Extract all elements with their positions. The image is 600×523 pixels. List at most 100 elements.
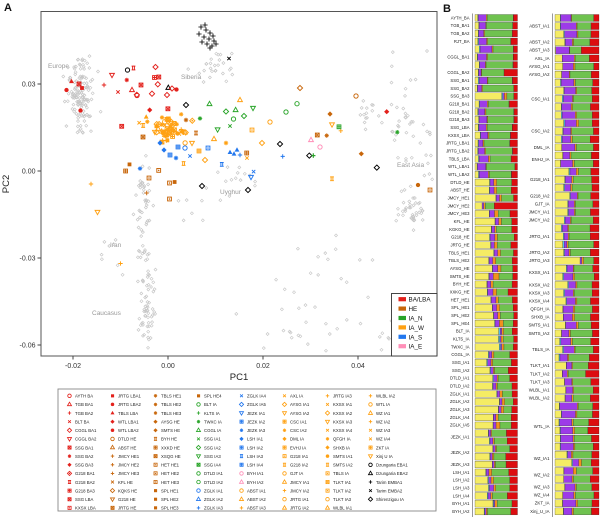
svg-text:Siberia: Siberia bbox=[181, 74, 202, 81]
svg-text:JEZK_IA1: JEZK_IA1 bbox=[451, 435, 471, 440]
svg-text:SMTS IA2: SMTS IA2 bbox=[333, 463, 353, 468]
svg-text:KXSX_IA3: KXSX_IA3 bbox=[529, 290, 550, 295]
svg-text:IA_E: IA_E bbox=[409, 344, 423, 351]
svg-text:JRTG HE: JRTG HE bbox=[118, 506, 136, 511]
svg-text:JMCY HE3: JMCY HE3 bbox=[118, 471, 140, 476]
svg-text:DTLD IA2: DTLD IA2 bbox=[204, 480, 223, 485]
svg-text:TLKT IA2: TLKT IA2 bbox=[333, 488, 352, 493]
svg-text:-0.06: -0.06 bbox=[20, 342, 36, 349]
svg-text:LSH_IA3: LSH_IA3 bbox=[453, 485, 470, 490]
svg-text:CGGL_BA1: CGGL_BA1 bbox=[447, 54, 470, 59]
svg-text:-0.02: -0.02 bbox=[65, 363, 81, 370]
svg-text:A: A bbox=[4, 2, 12, 14]
svg-text:JRTG IA3: JRTG IA3 bbox=[333, 394, 352, 399]
svg-text:SSG_BA3: SSG_BA3 bbox=[450, 94, 470, 99]
svg-text:HET HE1: HET HE1 bbox=[161, 463, 180, 468]
svg-text:AYSG IA1: AYSG IA1 bbox=[290, 402, 310, 407]
svg-text:WTL IA: WTL IA bbox=[376, 402, 390, 407]
svg-text:PC1: PC1 bbox=[230, 372, 248, 383]
svg-text:SPL HE2: SPL HE2 bbox=[161, 497, 179, 502]
svg-text:KXSX_IA2: KXSX_IA2 bbox=[529, 282, 550, 287]
svg-text:SHXB IA: SHXB IA bbox=[333, 445, 350, 450]
svg-text:Caucasus: Caucasus bbox=[92, 310, 122, 317]
svg-text:JRTG_LBA1: JRTG_LBA1 bbox=[446, 141, 470, 146]
svg-text:TGB BA2: TGB BA2 bbox=[75, 411, 94, 416]
svg-text:JEZK IA1: JEZK IA1 bbox=[247, 411, 266, 416]
svg-text:CSC IA2: CSC IA2 bbox=[290, 428, 307, 433]
svg-text:JRTG_IA3: JRTG_IA3 bbox=[529, 258, 550, 263]
svg-text:AYTH_BA: AYTH_BA bbox=[451, 15, 470, 20]
svg-text:G218 IA1: G218 IA1 bbox=[290, 454, 309, 459]
svg-text:SSG LBA: SSG LBA bbox=[75, 497, 94, 502]
svg-text:QFGH IA: QFGH IA bbox=[333, 437, 351, 442]
svg-text:KLTS_IA: KLTS_IA bbox=[453, 337, 470, 342]
svg-text:WZ IA3: WZ IA3 bbox=[376, 428, 391, 433]
svg-text:TLKT IA1: TLKT IA1 bbox=[333, 480, 352, 485]
svg-text:JMCY IA1: JMCY IA1 bbox=[290, 480, 310, 485]
svg-text:KFL HE: KFL HE bbox=[118, 480, 133, 485]
svg-text:ABST_IA1: ABST_IA1 bbox=[529, 24, 550, 29]
svg-text:ZKT_IA: ZKT_IA bbox=[535, 501, 550, 506]
svg-text:BYH IA1: BYH IA1 bbox=[247, 471, 264, 476]
svg-text:ABST_IA3: ABST_IA3 bbox=[529, 48, 550, 53]
svg-text:SSG IA1: SSG IA1 bbox=[204, 437, 221, 442]
svg-text:GJT_IA: GJT_IA bbox=[535, 201, 550, 206]
svg-text:JRTG_IA2: JRTG_IA2 bbox=[529, 250, 550, 255]
svg-text:AYSG_IA2: AYSG_IA2 bbox=[529, 72, 550, 77]
svg-text:BYH_IA1: BYH_IA1 bbox=[452, 501, 470, 506]
svg-text:ABST_IA2: ABST_IA2 bbox=[529, 40, 550, 45]
svg-text:CSC IA1: CSC IA1 bbox=[290, 420, 307, 425]
svg-text:-0.03: -0.03 bbox=[20, 255, 36, 262]
svg-text:TBLS HE1: TBLS HE1 bbox=[161, 394, 182, 399]
svg-text:BLT IA: BLT IA bbox=[204, 402, 217, 407]
svg-text:WZ IA2: WZ IA2 bbox=[376, 420, 391, 425]
svg-text:TBLS_HE2: TBLS_HE2 bbox=[449, 258, 471, 263]
svg-text:JMCY_IA1: JMCY_IA1 bbox=[529, 210, 550, 215]
svg-text:0.00: 0.00 bbox=[161, 363, 175, 370]
svg-text:G218_IA1: G218_IA1 bbox=[530, 177, 550, 182]
svg-text:XXKG_HE: XXKG_HE bbox=[450, 290, 470, 295]
svg-text:TLKT_IA2: TLKT_IA2 bbox=[530, 371, 550, 376]
svg-text:G218_BA3: G218_BA3 bbox=[449, 117, 470, 122]
svg-text:AYSG_IA1: AYSG_IA1 bbox=[529, 64, 550, 69]
svg-text:ZGLK IA2: ZGLK IA2 bbox=[204, 497, 223, 502]
svg-text:IA_W: IA_W bbox=[409, 325, 424, 332]
svg-text:ZGLK IA5: ZGLK IA5 bbox=[247, 402, 266, 407]
svg-text:BYH HE: BYH HE bbox=[161, 437, 177, 442]
svg-text:HET HE2: HET HE2 bbox=[161, 471, 180, 476]
svg-text:AXL IA: AXL IA bbox=[290, 394, 303, 399]
svg-text:JRTG LBA2: JRTG LBA2 bbox=[118, 402, 141, 407]
svg-text:WTL LBA1: WTL LBA1 bbox=[118, 420, 139, 425]
svg-text:SSG BA1: SSG BA1 bbox=[75, 445, 94, 450]
svg-text:WLBL_IA2: WLBL_IA2 bbox=[529, 396, 550, 401]
svg-text:WZ_IA2: WZ_IA2 bbox=[534, 472, 550, 477]
svg-text:SSG_LBA: SSG_LBA bbox=[450, 125, 469, 130]
svg-text:TLKT_IA1: TLKT_IA1 bbox=[530, 363, 550, 368]
svg-text:SPL_HE4: SPL_HE4 bbox=[451, 321, 470, 326]
svg-text:JMCY IA2: JMCY IA2 bbox=[290, 488, 310, 493]
svg-text:AYSG HE: AYSG HE bbox=[161, 420, 180, 425]
svg-text:ZKT IA: ZKT IA bbox=[376, 445, 389, 450]
svg-text:HET_HE1: HET_HE1 bbox=[451, 297, 471, 302]
svg-text:Tarim EMBA1: Tarim EMBA1 bbox=[376, 480, 403, 485]
svg-text:AYSG IA2: AYSG IA2 bbox=[290, 411, 310, 416]
svg-text:SMTS_IA2: SMTS_IA2 bbox=[528, 331, 550, 336]
svg-text:Iran: Iran bbox=[110, 242, 122, 249]
svg-text:XXKD HE: XXKD HE bbox=[161, 445, 180, 450]
svg-text:DTLD_IA2: DTLD_IA2 bbox=[450, 384, 470, 389]
svg-text:ZGLK_IA3: ZGLK_IA3 bbox=[450, 407, 470, 412]
svg-text:WTL_LBA1: WTL_LBA1 bbox=[448, 164, 470, 169]
svg-text:JRTG_HE: JRTG_HE bbox=[450, 243, 469, 248]
svg-text:TBLS HE2: TBLS HE2 bbox=[161, 402, 182, 407]
svg-text:LSH_IA4: LSH_IA4 bbox=[453, 493, 470, 498]
svg-text:IA_S: IA_S bbox=[409, 334, 423, 341]
svg-text:SSG_BA2: SSG_BA2 bbox=[450, 86, 470, 91]
svg-text:ZGLK_IA1: ZGLK_IA1 bbox=[450, 391, 470, 396]
svg-text:TGB BA1: TGB BA1 bbox=[75, 402, 94, 407]
svg-text:TLKT_IA3: TLKT_IA3 bbox=[530, 379, 550, 384]
svg-text:KXSX_IA4: KXSX_IA4 bbox=[529, 299, 550, 304]
svg-text:G218 BA2: G218 BA2 bbox=[75, 480, 95, 485]
svg-text:G218_BA1: G218_BA1 bbox=[449, 102, 470, 107]
svg-text:KXSX IA1: KXSX IA1 bbox=[333, 402, 353, 407]
svg-text:LSH IA3: LSH IA3 bbox=[247, 454, 264, 459]
